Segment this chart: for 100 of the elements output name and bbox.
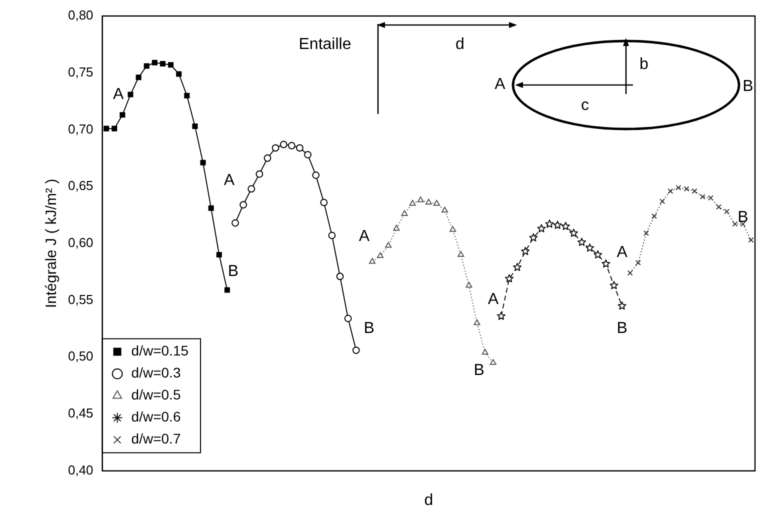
point: [417, 196, 424, 202]
point: [248, 185, 256, 193]
point: [504, 274, 514, 282]
point: [627, 270, 633, 276]
y-tick-label: 0,70: [68, 121, 94, 136]
point: [732, 221, 738, 227]
annotation: B: [364, 320, 374, 338]
y-axis-title: Intégrale J ( kJ/m² ): [43, 178, 60, 308]
point: [304, 151, 312, 158]
point: [216, 252, 222, 258]
point: [676, 184, 682, 190]
annotation: A: [358, 228, 370, 246]
point: [184, 92, 190, 98]
point: [553, 220, 562, 229]
point: [618, 301, 626, 310]
annotation: c: [581, 97, 589, 115]
point: [377, 252, 384, 258]
point: [716, 204, 722, 210]
point: [208, 205, 214, 211]
point: [652, 213, 658, 219]
point: [385, 242, 392, 248]
point: [474, 319, 480, 326]
point: [450, 226, 456, 232]
point: [393, 224, 400, 231]
point: [200, 160, 206, 166]
point: [610, 280, 618, 290]
point: [328, 232, 336, 240]
point: [401, 210, 408, 216]
point: [668, 188, 674, 194]
y-tick-label: 0,75: [68, 64, 94, 80]
y-tick-label: 0,55: [68, 292, 94, 307]
point: [643, 230, 649, 236]
x-axis-title: d: [424, 492, 434, 509]
point: [700, 194, 706, 200]
point: [433, 200, 440, 206]
point: [176, 71, 182, 77]
point: [545, 220, 554, 228]
point: [320, 198, 328, 206]
annotation: B: [738, 208, 748, 227]
point: [537, 224, 546, 232]
point: [112, 126, 118, 132]
y-tick-label: 0,45: [68, 406, 94, 421]
point: [594, 250, 602, 259]
point: [708, 195, 714, 201]
y-tick-label: 0,40: [68, 462, 94, 478]
annotation: A: [616, 244, 628, 262]
point: [569, 228, 578, 237]
point: [529, 233, 538, 242]
point: [602, 259, 610, 268]
annotation: b: [640, 56, 648, 74]
point: [152, 60, 158, 66]
point: [490, 359, 496, 365]
point: [748, 237, 754, 243]
point: [192, 124, 198, 130]
point: [441, 206, 448, 213]
legend-label: d/w=0.3: [131, 364, 181, 381]
annotation: A: [488, 291, 499, 310]
point: [128, 92, 134, 98]
point: [144, 63, 150, 69]
point: [104, 126, 110, 132]
point: [272, 144, 280, 152]
point: [512, 262, 522, 272]
y-tick-label: 0,50: [68, 348, 94, 364]
point: [280, 140, 288, 148]
legend-label: d/w=0.6: [131, 408, 181, 425]
point: [466, 282, 472, 288]
point: [136, 74, 142, 80]
annotation: B: [228, 263, 239, 282]
point: [496, 312, 506, 320]
point: [684, 186, 690, 192]
point: [352, 346, 360, 354]
point: [336, 272, 344, 280]
point: [264, 154, 272, 162]
point: [240, 201, 248, 208]
point: [586, 243, 594, 252]
point: [577, 238, 586, 246]
point: [296, 144, 304, 152]
point: [368, 258, 376, 264]
point: [482, 348, 488, 355]
point: [224, 287, 230, 293]
legend-label: d/w=0.7: [131, 430, 181, 447]
legend-label: d/w=0.5: [131, 386, 181, 403]
annotation: B: [474, 362, 484, 380]
point: [120, 112, 126, 118]
point: [561, 222, 570, 230]
legend-label: d/w=0.15: [131, 342, 189, 359]
point: [409, 200, 416, 206]
point: [344, 314, 352, 322]
point: [521, 246, 530, 256]
point: [724, 208, 730, 214]
annotation: A: [112, 86, 124, 104]
point: [232, 219, 239, 227]
point: [288, 142, 296, 150]
point: [425, 198, 432, 205]
y-tick-label: 0,60: [68, 234, 94, 250]
annotation: A: [224, 172, 235, 190]
point: [312, 171, 320, 179]
annotation: B: [742, 78, 754, 96]
annotation: A: [494, 76, 506, 94]
point: [168, 62, 174, 68]
